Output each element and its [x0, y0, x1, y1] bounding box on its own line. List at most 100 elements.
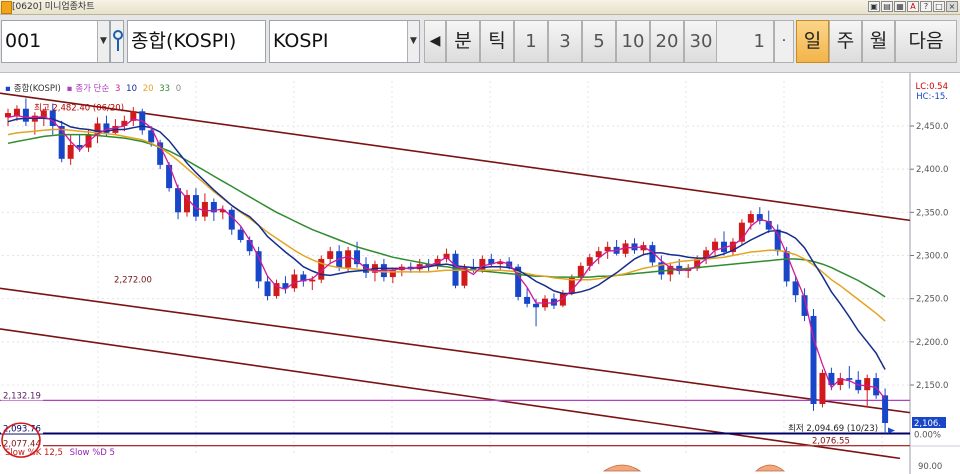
candle-up[interactable]	[309, 279, 316, 282]
candle-down[interactable]	[649, 245, 656, 263]
candle-down[interactable]	[264, 281, 271, 297]
chart-area[interactable]: 2,450.0 2,400.0 2,350.0 2,300.0 2,250.0 2,200…	[0, 73, 960, 474]
candle-down[interactable]	[210, 201, 217, 213]
candle-down[interactable]	[882, 395, 889, 423]
interval-qty-input[interactable]: 1	[716, 20, 774, 63]
candle-up[interactable]	[622, 243, 629, 254]
index-select[interactable]: KOSPI ▼	[269, 20, 420, 63]
close-icon[interactable]: ×	[946, 1, 958, 12]
chevron-down-icon[interactable]: ▼	[407, 21, 419, 62]
candle-down[interactable]	[470, 267, 477, 271]
period-button-다음[interactable]: 다음	[895, 20, 957, 63]
help-icon[interactable]: ?	[920, 1, 932, 12]
candle-down[interactable]	[148, 130, 155, 143]
candle-up[interactable]	[67, 144, 74, 159]
candle-down[interactable]	[631, 243, 638, 251]
candle-down[interactable]	[828, 372, 835, 385]
candle-down[interactable]	[255, 251, 262, 282]
candle-down[interactable]	[103, 123, 110, 133]
interval-button-20[interactable]: 20	[650, 20, 684, 63]
candle-down[interactable]	[533, 303, 540, 308]
candle-down[interactable]	[175, 188, 182, 213]
candle-up[interactable]	[559, 293, 566, 306]
maximize-icon[interactable]: □	[933, 1, 945, 12]
candle-down[interactable]	[846, 378, 853, 380]
candle-up[interactable]	[497, 261, 504, 265]
candle-up[interactable]	[694, 258, 701, 269]
candle-up[interactable]	[864, 378, 871, 391]
period-button-일[interactable]: 일	[796, 20, 829, 63]
candle-up[interactable]	[318, 258, 325, 280]
candle-up[interactable]	[5, 113, 11, 118]
interval-button-10[interactable]: 10	[616, 20, 650, 63]
candle-down[interactable]	[237, 229, 244, 240]
candle-up[interactable]	[604, 246, 611, 252]
candle-down[interactable]	[801, 295, 808, 316]
interval-button-30[interactable]: 30	[684, 20, 718, 63]
candle-down[interactable]	[721, 241, 727, 253]
candle-up[interactable]	[461, 267, 468, 286]
candlestick-chart[interactable]: 2,450.0 2,400.0 2,350.0 2,300.0 2,250.0 2,200…	[0, 73, 960, 474]
window-option-icon-2[interactable]: ▤	[881, 1, 893, 12]
candle-down[interactable]	[354, 250, 361, 265]
candle-up[interactable]	[184, 195, 190, 213]
candle-up[interactable]	[712, 241, 719, 251]
candle-up[interactable]	[13, 108, 20, 116]
candle-down[interactable]	[873, 378, 880, 396]
chevron-down-icon[interactable]: ▼	[97, 21, 109, 62]
back-arrow-button[interactable]: ◀	[424, 20, 446, 63]
candle-down[interactable]	[282, 283, 289, 289]
candle-down[interactable]	[515, 266, 522, 297]
candle-down[interactable]	[676, 265, 683, 272]
period-button-월[interactable]: 월	[862, 20, 895, 63]
candle-up[interactable]	[479, 258, 486, 271]
candle-up[interactable]	[747, 214, 754, 223]
candle-up[interactable]	[201, 201, 208, 217]
candle-down[interactable]	[246, 239, 253, 252]
candle-up[interactable]	[273, 283, 280, 297]
candle-down[interactable]	[792, 281, 799, 296]
candle-up[interactable]	[729, 241, 736, 253]
window-option-icon-3[interactable]: ▦	[894, 1, 906, 12]
candle-down[interactable]	[550, 298, 557, 306]
candle-up[interactable]	[291, 274, 298, 289]
candle-up[interactable]	[819, 372, 826, 404]
candle-down[interactable]	[774, 229, 781, 252]
candle-up[interactable]	[94, 123, 101, 135]
candle-up[interactable]	[219, 209, 226, 213]
candle-down[interactable]	[58, 126, 65, 159]
candle-up[interactable]	[130, 111, 137, 121]
candle-down[interactable]	[524, 296, 531, 304]
candle-down[interactable]	[49, 110, 56, 126]
candle-up[interactable]	[577, 265, 584, 278]
code-input[interactable]: 001 ▼	[1, 20, 110, 63]
candle-down[interactable]	[488, 258, 495, 265]
interval-button-1[interactable]: 1	[514, 20, 548, 63]
candle-up[interactable]	[443, 253, 450, 259]
interval-button-틱[interactable]: 틱	[480, 20, 514, 63]
candle-down[interactable]	[765, 220, 772, 230]
candle-down[interactable]	[192, 195, 199, 217]
candle-up[interactable]	[837, 378, 844, 385]
candle-up[interactable]	[586, 257, 593, 266]
qty-stepper[interactable]: ·	[774, 20, 794, 63]
candle-down[interactable]	[658, 262, 665, 275]
candle-up[interactable]	[40, 110, 47, 118]
candle-up[interactable]	[703, 250, 710, 259]
candle-up[interactable]	[389, 270, 396, 278]
candle-down[interactable]	[166, 164, 173, 189]
candle-down[interactable]	[300, 274, 307, 282]
candle-down[interactable]	[228, 209, 235, 230]
candle-up[interactable]	[595, 251, 602, 258]
candle-down[interactable]	[810, 315, 817, 404]
candle-up[interactable]	[345, 250, 352, 268]
interval-button-5[interactable]: 5	[582, 20, 616, 63]
candle-down[interactable]	[157, 142, 164, 165]
candle-down[interactable]	[22, 108, 29, 122]
candle-up[interactable]	[327, 251, 334, 259]
interval-button-분[interactable]: 분	[446, 20, 480, 63]
interval-button-3[interactable]: 3	[548, 20, 582, 63]
candle-up[interactable]	[640, 245, 647, 251]
candle-down[interactable]	[756, 214, 763, 221]
font-icon[interactable]: A	[907, 1, 919, 12]
